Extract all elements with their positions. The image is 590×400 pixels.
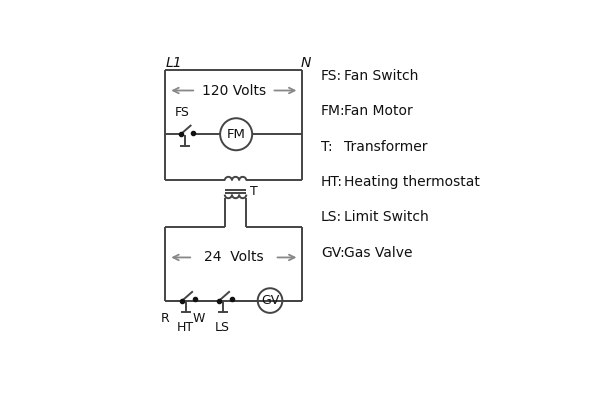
Text: GV: GV — [261, 294, 279, 307]
Text: Limit Switch: Limit Switch — [344, 210, 429, 224]
Text: R: R — [161, 312, 170, 325]
Text: Heating thermostat: Heating thermostat — [344, 175, 480, 189]
Text: Fan Motor: Fan Motor — [344, 104, 413, 118]
Text: FS:: FS: — [321, 69, 342, 83]
Text: 24  Volts: 24 Volts — [204, 250, 264, 264]
Text: FS: FS — [175, 106, 190, 120]
Text: HT: HT — [176, 320, 194, 334]
Text: Fan Switch: Fan Switch — [344, 69, 418, 83]
Text: HT:: HT: — [321, 175, 343, 189]
Text: Transformer: Transformer — [344, 140, 427, 154]
Text: LS:: LS: — [321, 210, 342, 224]
Text: W: W — [193, 312, 205, 325]
Text: FM: FM — [227, 128, 245, 141]
Text: N: N — [301, 56, 311, 70]
Text: T: T — [250, 185, 258, 198]
Text: T:: T: — [321, 140, 333, 154]
Text: Gas Valve: Gas Valve — [344, 246, 412, 260]
Text: 120 Volts: 120 Volts — [202, 84, 266, 98]
Text: LS: LS — [215, 320, 230, 334]
Text: L1: L1 — [165, 56, 182, 70]
Text: GV:: GV: — [321, 246, 345, 260]
Text: FM:: FM: — [321, 104, 346, 118]
